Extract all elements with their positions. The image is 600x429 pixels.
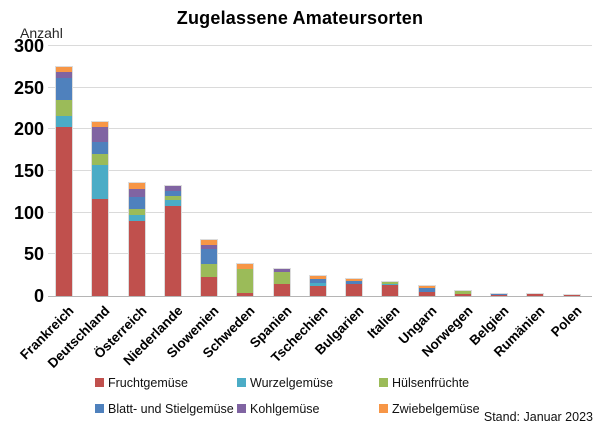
gridline-250 [48, 86, 592, 88]
bar-spanien [272, 268, 291, 296]
bar-segment [491, 293, 507, 296]
gridline-100 [48, 211, 592, 213]
y-tick-label: 100 [13, 202, 44, 223]
bar-segment [527, 293, 544, 296]
bar-segment [128, 196, 145, 210]
bar-segment [128, 215, 145, 221]
legend-swatch-icon [95, 378, 104, 387]
bar-niederlande [163, 185, 182, 296]
bar-segment [92, 121, 109, 127]
y-tick-label: 150 [13, 161, 44, 181]
bar-segment [346, 281, 362, 285]
bar-segment [418, 287, 435, 292]
bar-segment [164, 186, 181, 192]
legend-swatch-icon [379, 404, 388, 413]
bar-segment [309, 276, 326, 279]
bar-segment [164, 206, 181, 296]
legend-label: Blatt- und Stielgemüse [108, 402, 234, 416]
legend-label: Hülsenfrüchte [392, 376, 470, 390]
bar-segment [418, 291, 435, 296]
gridline-150 [48, 170, 592, 171]
bar-segment [273, 271, 290, 284]
bar-segment [56, 71, 72, 78]
bar-segment [201, 263, 217, 277]
y-axis-title: Anzahl [20, 25, 63, 41]
bar-segment [128, 182, 145, 190]
bar-segment [164, 191, 181, 197]
bar-segment [92, 126, 109, 142]
bar-segment [309, 278, 326, 283]
bar-segment [309, 282, 326, 286]
legend-label: Wurzelgemüse [250, 376, 334, 390]
bar-segment [164, 196, 181, 201]
bar-deutschland [91, 120, 110, 296]
bar-segment [563, 295, 580, 296]
bar-segment [128, 189, 145, 197]
bar-segment [237, 264, 254, 270]
bar-segment [128, 221, 145, 296]
bar-segment [201, 245, 217, 250]
bar-segment [237, 269, 254, 293]
gridline-200 [48, 128, 592, 130]
chart-title: Zugelassene Amateursorten [176, 8, 424, 28]
bar-segment [92, 153, 109, 166]
legend-swatch-icon [95, 404, 104, 413]
bar-segment [56, 77, 72, 101]
bar-frankreich [55, 65, 73, 296]
y-tick-label: 0 [33, 286, 44, 306]
gridline-300 [48, 45, 592, 46]
legend-label: Zwiebelgemüse [392, 402, 480, 416]
bar-segment [128, 209, 145, 216]
bar-segment [346, 284, 362, 296]
bar-schweden [236, 263, 255, 296]
bar-tschechien [308, 275, 327, 296]
y-tick-label: 300 [13, 36, 44, 56]
bar-segment [418, 286, 435, 288]
bar-segment [201, 249, 217, 264]
bar-segment [201, 276, 217, 296]
y-tick-label: 200 [13, 119, 44, 140]
bar-segment [309, 286, 326, 296]
bar-segment [454, 291, 471, 294]
bar-bulgarien [345, 277, 363, 296]
bar-italien [381, 280, 400, 296]
plot-area [48, 45, 592, 297]
bar-segment [382, 283, 399, 286]
bar-polen [562, 294, 581, 296]
bar-segment [164, 200, 181, 206]
bar-belgien [490, 292, 508, 296]
bar-segment [92, 165, 109, 199]
gridline-50 [48, 253, 592, 255]
bar-segment [382, 281, 399, 284]
bar-segment [237, 292, 254, 296]
bar-segment [273, 269, 290, 272]
bar-segment [56, 116, 72, 127]
legend-swatch-icon [237, 404, 246, 413]
bar-rumänien [526, 292, 545, 296]
gridline-0 [48, 296, 592, 297]
bar-slowenien [200, 239, 218, 296]
legend-label: Fruchtgemüse [108, 376, 188, 390]
bar-ungarn [417, 285, 436, 296]
bar-segment [346, 278, 362, 282]
bar-segment [491, 295, 507, 296]
bar-segment [92, 141, 109, 154]
legend-swatch-icon [237, 378, 246, 387]
y-tick-label: 250 [13, 77, 44, 98]
legend-swatch-icon [379, 378, 388, 387]
bar-segment [273, 283, 290, 296]
bar-segment [56, 100, 72, 117]
bar-segment [56, 66, 72, 72]
bar-norwegen [453, 290, 472, 296]
bar-segment [56, 126, 72, 296]
bar-segment [382, 285, 399, 296]
legend-label: Kohlgemüse [250, 402, 320, 416]
bar-segment [92, 198, 109, 296]
bar-österreich [127, 181, 146, 296]
y-tick-label: 50 [23, 244, 44, 265]
bar-segment [454, 293, 471, 296]
bar-segment [201, 240, 217, 246]
chart-footnote: Stand: Januar 2023 [483, 410, 593, 424]
